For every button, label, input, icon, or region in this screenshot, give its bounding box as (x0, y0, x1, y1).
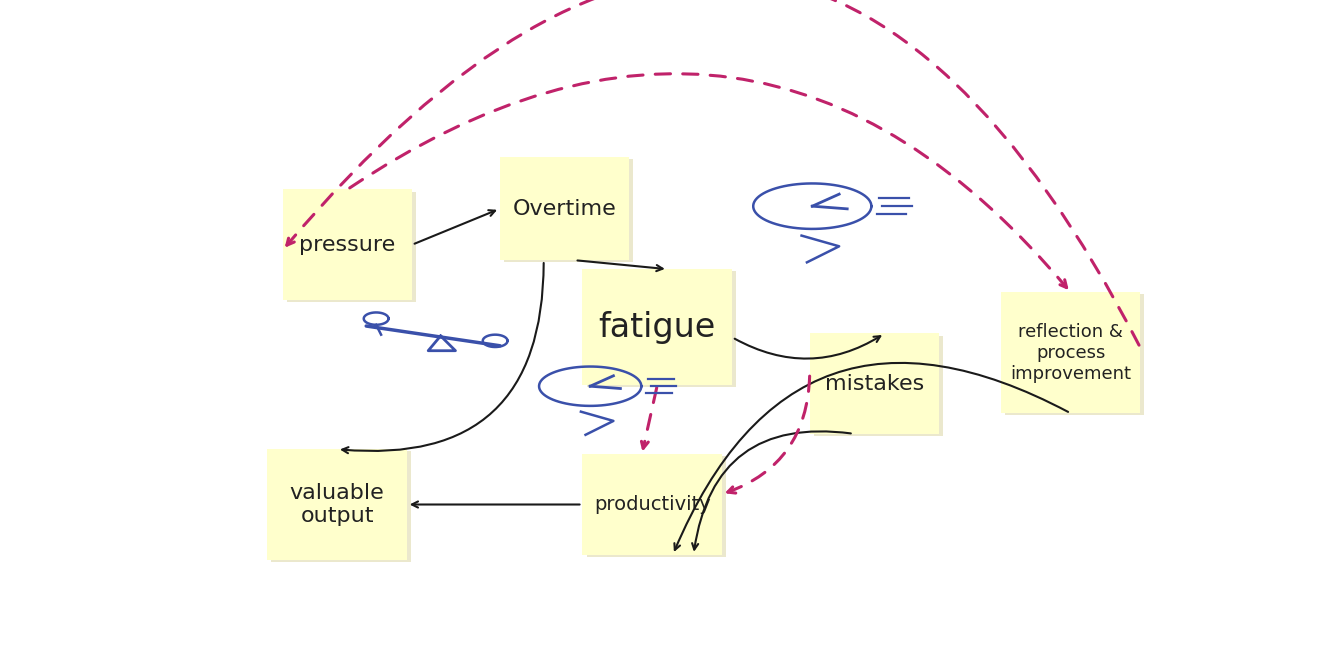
FancyBboxPatch shape (583, 269, 732, 385)
FancyBboxPatch shape (268, 449, 407, 560)
FancyBboxPatch shape (272, 452, 411, 562)
FancyBboxPatch shape (587, 456, 726, 556)
FancyBboxPatch shape (500, 157, 629, 261)
FancyBboxPatch shape (814, 335, 942, 436)
Text: reflection &
process
improvement: reflection & process improvement (1010, 323, 1132, 383)
FancyBboxPatch shape (504, 160, 633, 263)
Text: valuable
output: valuable output (289, 483, 384, 526)
FancyBboxPatch shape (587, 271, 736, 387)
FancyBboxPatch shape (287, 192, 416, 302)
Text: mistakes: mistakes (825, 373, 924, 393)
Text: pressure: pressure (300, 234, 396, 255)
FancyBboxPatch shape (1001, 293, 1140, 413)
FancyBboxPatch shape (583, 454, 722, 554)
FancyBboxPatch shape (809, 333, 938, 434)
Text: fatigue: fatigue (599, 311, 716, 343)
Text: productivity: productivity (593, 495, 710, 514)
FancyBboxPatch shape (283, 190, 412, 300)
Text: Overtime: Overtime (512, 199, 616, 218)
FancyBboxPatch shape (1005, 295, 1145, 415)
